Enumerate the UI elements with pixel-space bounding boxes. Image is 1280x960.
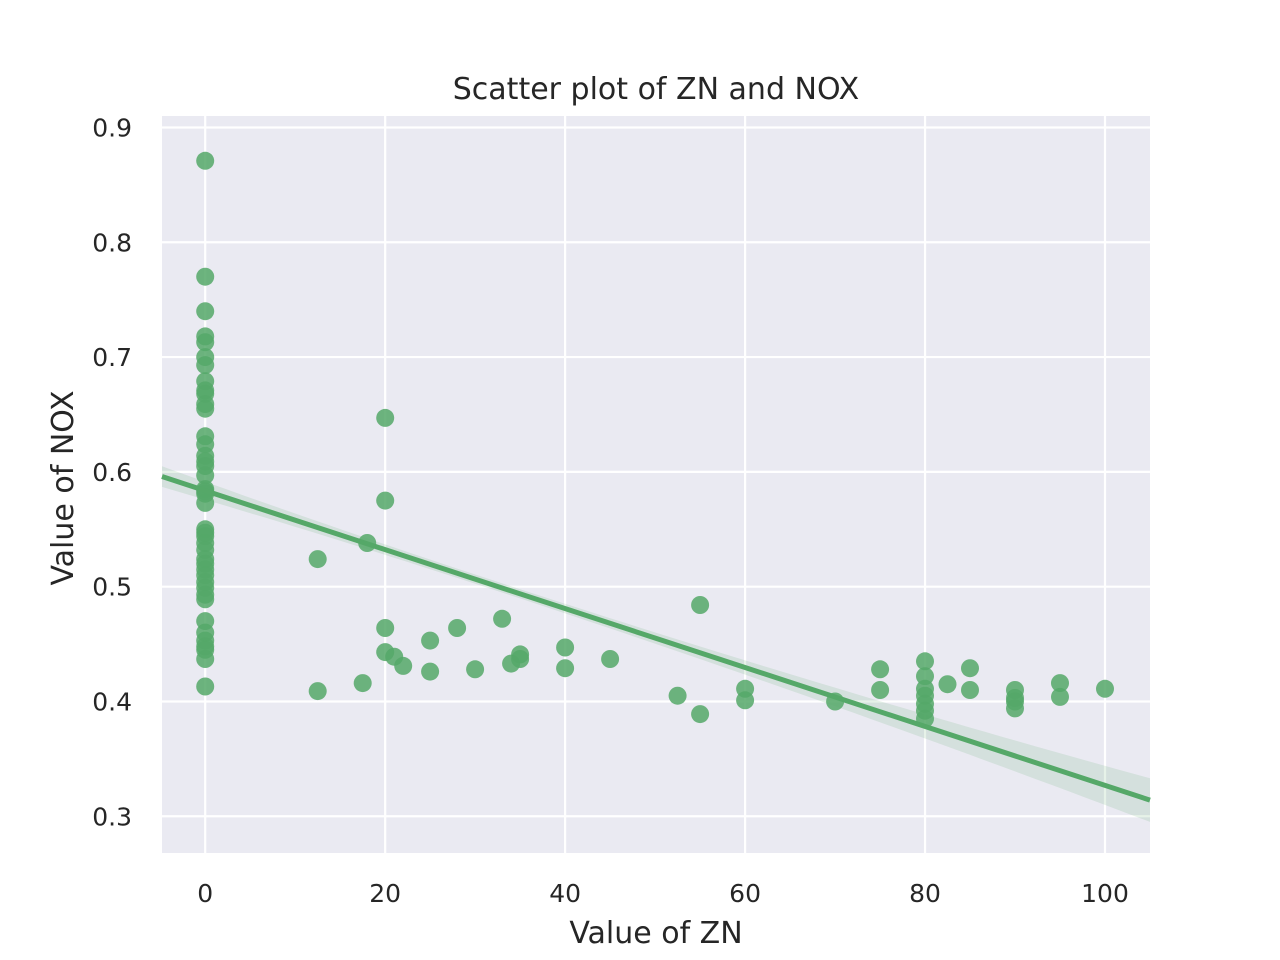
data-point (1051, 674, 1069, 693)
data-point (691, 596, 710, 614)
data-point (196, 466, 215, 485)
data-point (601, 650, 620, 668)
data-point (916, 652, 934, 671)
data-point (1006, 699, 1024, 718)
x-tick-label: 60 (729, 879, 761, 908)
y-tick-label: 0.7 (92, 343, 132, 372)
regression-line (161, 474, 1151, 803)
data-point (196, 333, 215, 352)
data-point (556, 659, 575, 678)
x-axis-label: Value of ZN (569, 916, 742, 951)
data-point (394, 656, 413, 675)
data-point (196, 356, 215, 375)
data-point (376, 408, 395, 427)
x-tick-labels: 0 20 40 60 80 100 (197, 879, 1129, 908)
data-point (556, 638, 575, 657)
chart-title: Scatter plot of ZN and NOX (453, 72, 859, 107)
y-tick-label: 0.3 (92, 802, 132, 831)
data-point (308, 550, 327, 569)
data-point (466, 660, 485, 679)
data-points (196, 151, 1114, 728)
data-point (871, 660, 890, 679)
data-point (668, 686, 687, 705)
y-tick-label: 0.5 (92, 573, 132, 602)
y-axis-label: Value of NOX (46, 390, 81, 585)
y-tick-label: 0.9 (92, 113, 132, 142)
data-point (196, 302, 215, 321)
x-tick-label: 40 (549, 879, 581, 908)
y-tick-label: 0.4 (92, 687, 132, 716)
y-gridlines (162, 126, 1150, 818)
data-point (196, 677, 215, 696)
y-tick-label: 0.6 (92, 458, 132, 487)
data-point (691, 705, 710, 724)
data-point (353, 674, 372, 693)
data-point (1096, 679, 1114, 698)
data-point (308, 682, 327, 701)
data-point (421, 631, 440, 650)
y-tick-label: 0.8 (92, 228, 132, 257)
y-tick-labels: 0.3 0.4 0.5 0.6 0.7 0.8 0.9 (92, 113, 132, 831)
x-tick-label: 100 (1081, 879, 1129, 908)
data-point (1051, 687, 1069, 706)
data-point (448, 619, 467, 637)
data-point (376, 491, 395, 510)
data-point (196, 590, 215, 609)
x-gridlines (204, 116, 1107, 853)
x-tick-label: 80 (909, 879, 941, 908)
data-point (196, 267, 215, 286)
x-tick-label: 20 (369, 879, 401, 908)
data-point (421, 662, 440, 681)
data-point (196, 151, 215, 170)
data-point (961, 659, 979, 678)
data-point (511, 650, 530, 668)
data-point (938, 675, 957, 694)
data-point (493, 609, 512, 628)
plot-area (162, 116, 1150, 853)
data-point (196, 650, 215, 668)
data-point (196, 399, 215, 418)
data-point (376, 619, 395, 637)
data-point (196, 493, 215, 512)
data-point (916, 667, 934, 686)
x-tick-label: 0 (197, 879, 213, 908)
data-point (736, 691, 755, 710)
data-point (961, 681, 979, 699)
data-point (871, 681, 890, 699)
